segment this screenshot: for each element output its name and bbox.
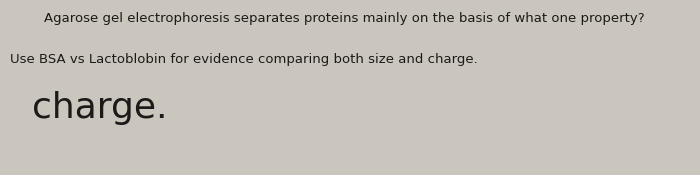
Text: Use BSA vs Lactoblobin for evidence comparing both size and charge.: Use BSA vs Lactoblobin for evidence comp…: [10, 52, 478, 65]
Text: charge.: charge.: [32, 91, 167, 125]
Text: Agarose gel electrophoresis separates proteins mainly on the basis of what one p: Agarose gel electrophoresis separates pr…: [10, 12, 645, 25]
